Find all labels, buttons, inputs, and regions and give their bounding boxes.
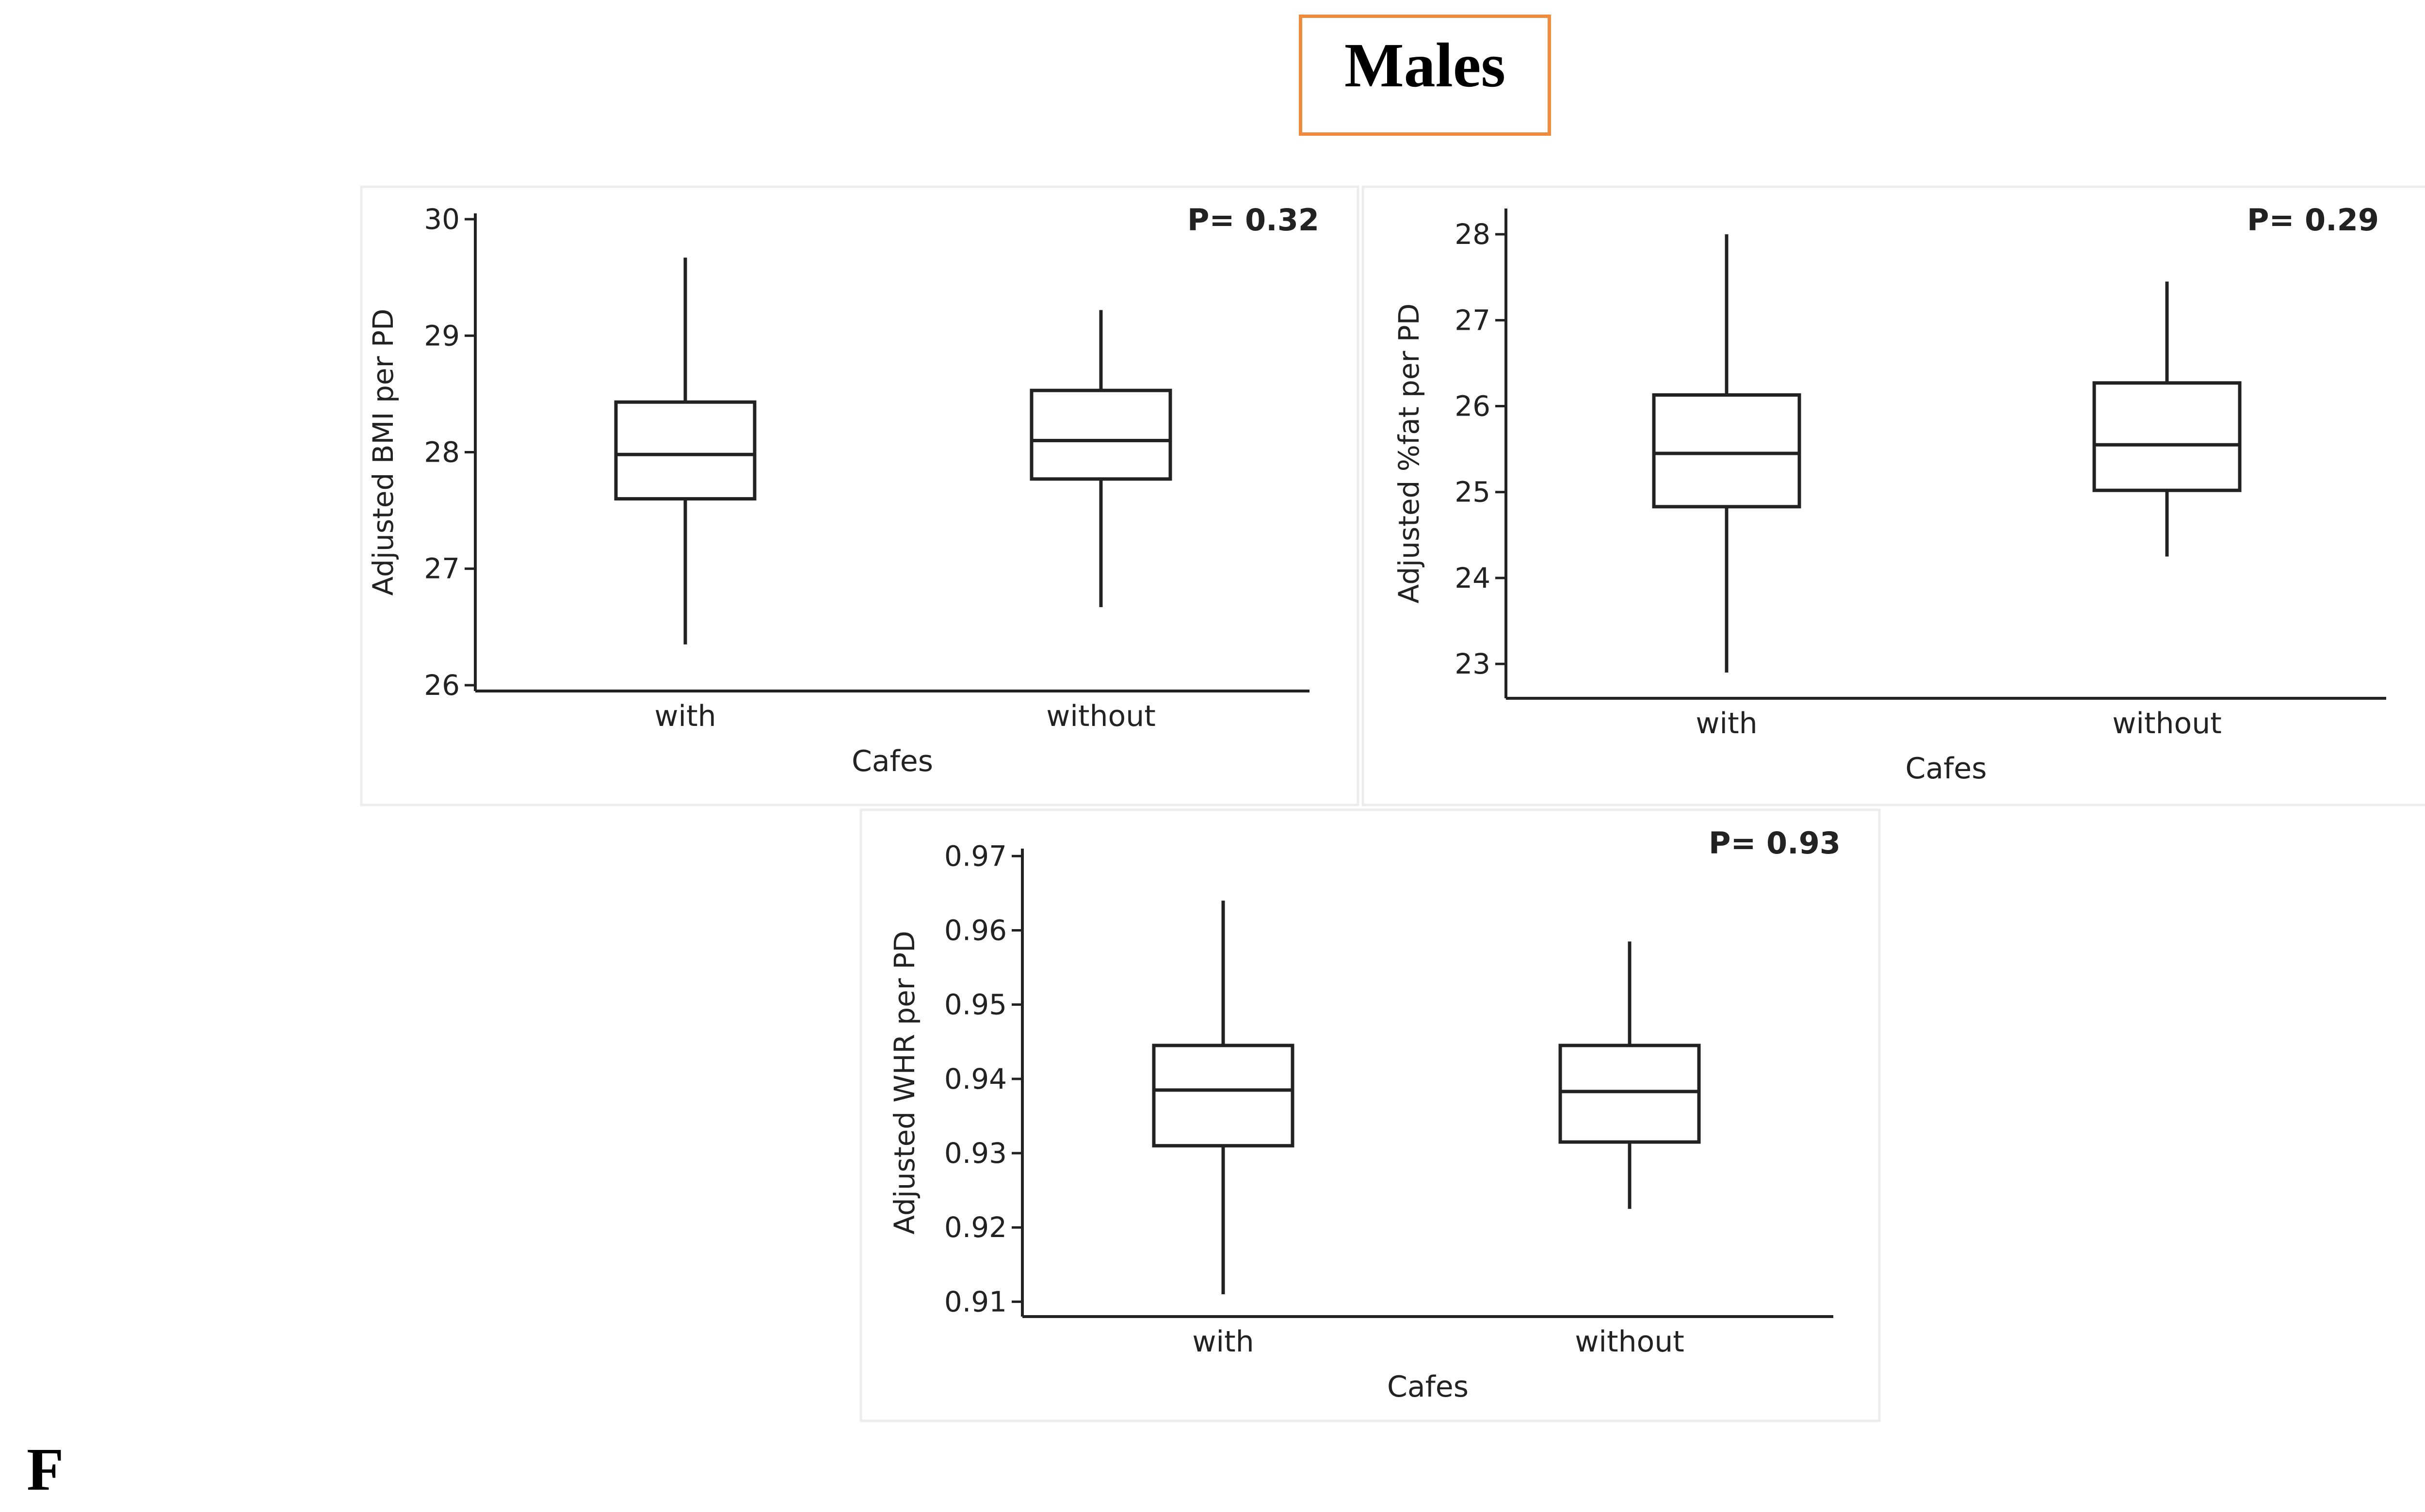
chart3-y-tick-label: 0.95 xyxy=(944,988,1007,1021)
chart2-y-tick-label: 23 xyxy=(1455,647,1490,680)
chart1-box-with-iqr xyxy=(614,400,757,501)
chart1-panel-frame xyxy=(360,185,1359,806)
chart1-y-tick-label: 26 xyxy=(424,669,460,702)
chart2-p-value-annotation: P= 0.29 xyxy=(2247,202,2379,238)
chart1-p-value-annotation: P= 0.32 xyxy=(1187,202,1319,238)
chart3-box-with-iqr xyxy=(1152,1044,1294,1148)
chart3-y-axis-title: Adjusted WHR per PD xyxy=(888,931,921,1234)
chart1-y-tick-label: 30 xyxy=(424,203,460,236)
chart1-x-tick-label: without xyxy=(1046,699,1156,733)
chart1-x-axis-title: Cafes xyxy=(852,744,933,778)
chart2-x-axis-title: Cafes xyxy=(1906,752,1987,786)
chart2-y-tick-label: 25 xyxy=(1455,476,1490,509)
chart2-x-tick-label: with xyxy=(1696,707,1757,740)
chart2-box-with-iqr xyxy=(1652,393,1801,509)
chart1-y-tick-label: 27 xyxy=(424,552,460,585)
chart1-x-tick-label: with xyxy=(654,699,716,733)
chart2-y-tick-label: 26 xyxy=(1455,390,1490,423)
chart1-y-tick-label: 29 xyxy=(424,319,460,352)
chart1-box-without-iqr xyxy=(1030,388,1172,481)
chart3-y-tick-label: 0.91 xyxy=(944,1285,1007,1318)
chart3-y-tick-label: 0.94 xyxy=(944,1062,1007,1095)
chart1-y-axis-title: Adjusted BMI per PD xyxy=(367,308,400,595)
figure-title: Males xyxy=(1344,31,1506,100)
chart1-y-tick-label: 28 xyxy=(424,436,460,469)
chart3-y-tick-label: 0.96 xyxy=(944,914,1007,947)
chart2-box-without-iqr xyxy=(2092,381,2242,492)
chart3-p-value-annotation: P= 0.93 xyxy=(1709,825,1841,861)
figure-title-box xyxy=(1299,15,1551,136)
chart3-x-tick-label: with xyxy=(1192,1325,1254,1359)
panel-label: F xyxy=(27,1436,64,1503)
chart2-y-tick-label: 24 xyxy=(1455,562,1490,595)
chart2-y-tick-label: 28 xyxy=(1455,218,1490,251)
chart3-y-tick-label: 0.97 xyxy=(944,839,1007,872)
chart2-y-axis-title: Adjusted %fat per PD xyxy=(1392,304,1425,604)
chart2-panel-frame xyxy=(1361,185,2425,806)
chart2-y-tick-label: 27 xyxy=(1455,304,1490,337)
chart2-x-tick-label: without xyxy=(2112,707,2222,740)
chart3-y-tick-label: 0.92 xyxy=(944,1211,1007,1244)
chart3-panel-frame xyxy=(859,808,1881,1422)
chart3-y-tick-label: 0.93 xyxy=(944,1137,1007,1170)
chart3-x-axis-title: Cafes xyxy=(1387,1370,1469,1404)
chart3-box-without-iqr xyxy=(1558,1044,1701,1144)
chart3-x-tick-label: without xyxy=(1575,1325,1684,1359)
